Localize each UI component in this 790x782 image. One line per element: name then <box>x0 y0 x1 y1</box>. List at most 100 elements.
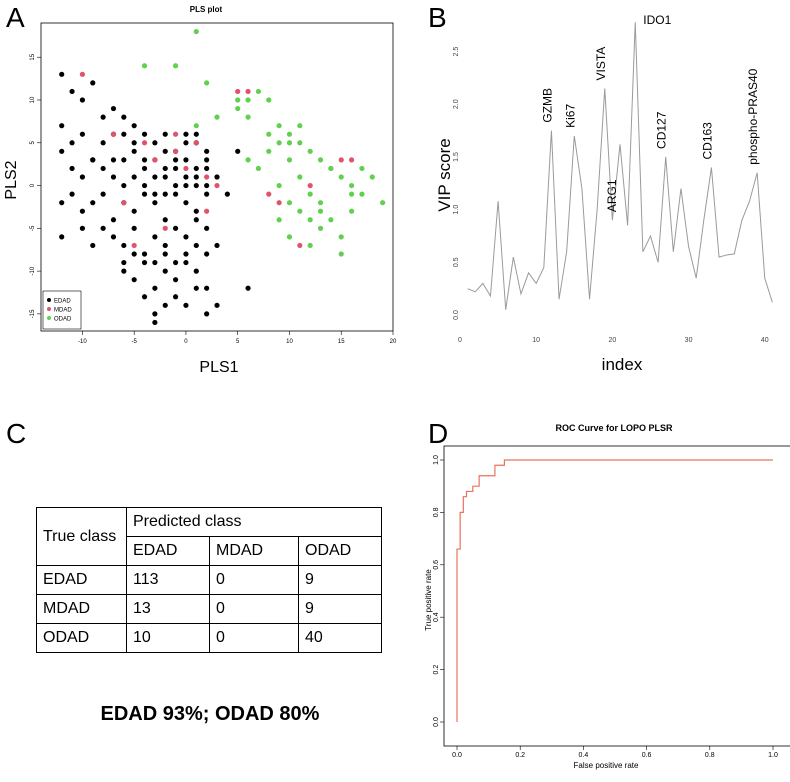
pls-point-mdad <box>204 174 210 180</box>
pls-point-odad <box>214 114 220 120</box>
pls-point-mdad <box>338 157 344 163</box>
roc-y-tick-label: 0.0 <box>433 717 440 727</box>
pls-point-edad <box>100 114 106 120</box>
pls-point-odad <box>297 140 303 146</box>
pls-point-edad <box>183 157 189 163</box>
pls-point-edad <box>152 191 158 197</box>
vip-x-tick-label: 10 <box>532 337 540 344</box>
pls-point-edad <box>162 268 168 274</box>
pls-point-edad <box>131 225 137 231</box>
pls-point-edad <box>152 140 158 146</box>
table-cell: 10 <box>126 623 210 653</box>
pls-point-edad <box>141 191 148 197</box>
pls-x-tick-label: 0 <box>184 339 188 345</box>
pls-point-edad <box>110 234 117 240</box>
pls-point-edad <box>204 182 210 189</box>
pls-point-edad <box>172 157 179 163</box>
pls-point-edad <box>131 174 137 180</box>
pls-point-edad <box>79 131 86 137</box>
pls-point-edad <box>183 259 189 266</box>
vip-y-tick-label: 0.0 <box>453 310 460 320</box>
roc-y-tick-label: 0.4 <box>433 612 440 622</box>
pls-point-odad <box>255 165 262 172</box>
panel-label-c: C <box>6 418 27 449</box>
pls-point-odad <box>348 191 355 197</box>
legend-marker-odad <box>47 316 51 320</box>
pls-point-edad <box>59 234 65 240</box>
pls-point-edad <box>224 191 230 197</box>
legend-marker-mdad <box>47 307 51 311</box>
pls-point-edad <box>183 200 189 206</box>
pls-point-edad <box>204 285 210 291</box>
row-label: EDAD <box>36 565 127 595</box>
pls-point-odad <box>328 217 334 223</box>
pls-point-edad <box>214 302 220 308</box>
pls-point-odad <box>266 148 272 154</box>
true-class-header: True class <box>36 507 127 566</box>
pls-point-mdad <box>141 140 148 146</box>
vip-x-tick-label: 20 <box>608 337 616 344</box>
roc-x-tick-label: 0.6 <box>642 752 652 759</box>
legend-marker-edad <box>47 298 51 302</box>
pls-point-edad <box>121 242 127 249</box>
pls-point-edad <box>141 294 148 300</box>
roc-x-tick-label: 0.0 <box>452 752 462 759</box>
pls-point-edad <box>172 182 179 189</box>
pls-point-odad <box>338 234 344 240</box>
pls-point-odad <box>286 234 293 240</box>
pls-point-mdad <box>204 208 210 214</box>
pls-point-edad <box>90 242 96 249</box>
pls-point-edad <box>172 225 179 231</box>
vip-annotation-label: phospho-PRAS40 <box>746 68 760 164</box>
roc-y-tick-label: 0.2 <box>433 665 440 675</box>
roc-y-tick-label: 0.6 <box>433 560 440 570</box>
pls-point-edad <box>69 165 75 172</box>
roc-x-axis-label: False positive rate <box>574 761 639 770</box>
vip-x-tick-label: 40 <box>761 337 769 344</box>
pls-point-edad <box>100 140 106 146</box>
pls-point-edad <box>152 234 158 240</box>
pls-point-edad <box>214 174 220 180</box>
pls-point-edad <box>141 131 148 137</box>
pls-point-edad <box>79 225 86 231</box>
pls-point-odad <box>276 182 282 189</box>
pls-point-mdad <box>348 157 355 163</box>
pls-point-edad <box>183 131 189 137</box>
pls-point-odad <box>235 97 241 103</box>
pls-point-edad <box>152 285 158 291</box>
pls-point-edad <box>131 251 137 257</box>
pls-point-mdad <box>172 148 179 154</box>
pls-point-odad <box>245 157 251 163</box>
pls-y-tick-label: 15 <box>30 53 36 60</box>
pls-point-edad <box>69 140 75 146</box>
pls-point-edad <box>79 208 86 214</box>
pls-point-odad <box>297 123 303 129</box>
vip-annotation-label: IDO1 <box>643 13 671 27</box>
vip-y-tick-label: 1.5 <box>453 152 460 162</box>
pls-point-odad <box>255 88 262 95</box>
table-header-row: True class Predicted class <box>36 507 382 566</box>
pls-point-edad <box>162 251 168 257</box>
pls-x-tick-label: -5 <box>132 339 138 345</box>
pls-point-mdad <box>152 157 158 163</box>
pls-point-odad <box>245 97 251 103</box>
pls-point-edad <box>152 319 158 326</box>
pls-point-edad <box>152 174 158 180</box>
pls-point-odad <box>307 148 313 154</box>
table-cell: 113 <box>126 565 210 595</box>
pls-point-edad <box>152 311 158 317</box>
column-header: MDAD <box>209 536 299 566</box>
pls-point-mdad <box>79 71 86 77</box>
vip-y-tick-label: 2.0 <box>453 99 460 109</box>
pls-point-mdad <box>276 200 282 206</box>
pls-point-edad <box>79 97 86 103</box>
pls-point-edad <box>162 242 168 249</box>
vip-annotation-label: ARG1 <box>605 179 619 212</box>
pls-point-odad <box>307 242 313 249</box>
pls-point-edad <box>141 182 148 189</box>
pls-point-edad <box>204 311 210 317</box>
pls-point-mdad <box>235 88 241 95</box>
pls-point-edad <box>162 191 168 197</box>
pls-point-edad <box>204 225 210 231</box>
pls-point-edad <box>193 217 199 223</box>
